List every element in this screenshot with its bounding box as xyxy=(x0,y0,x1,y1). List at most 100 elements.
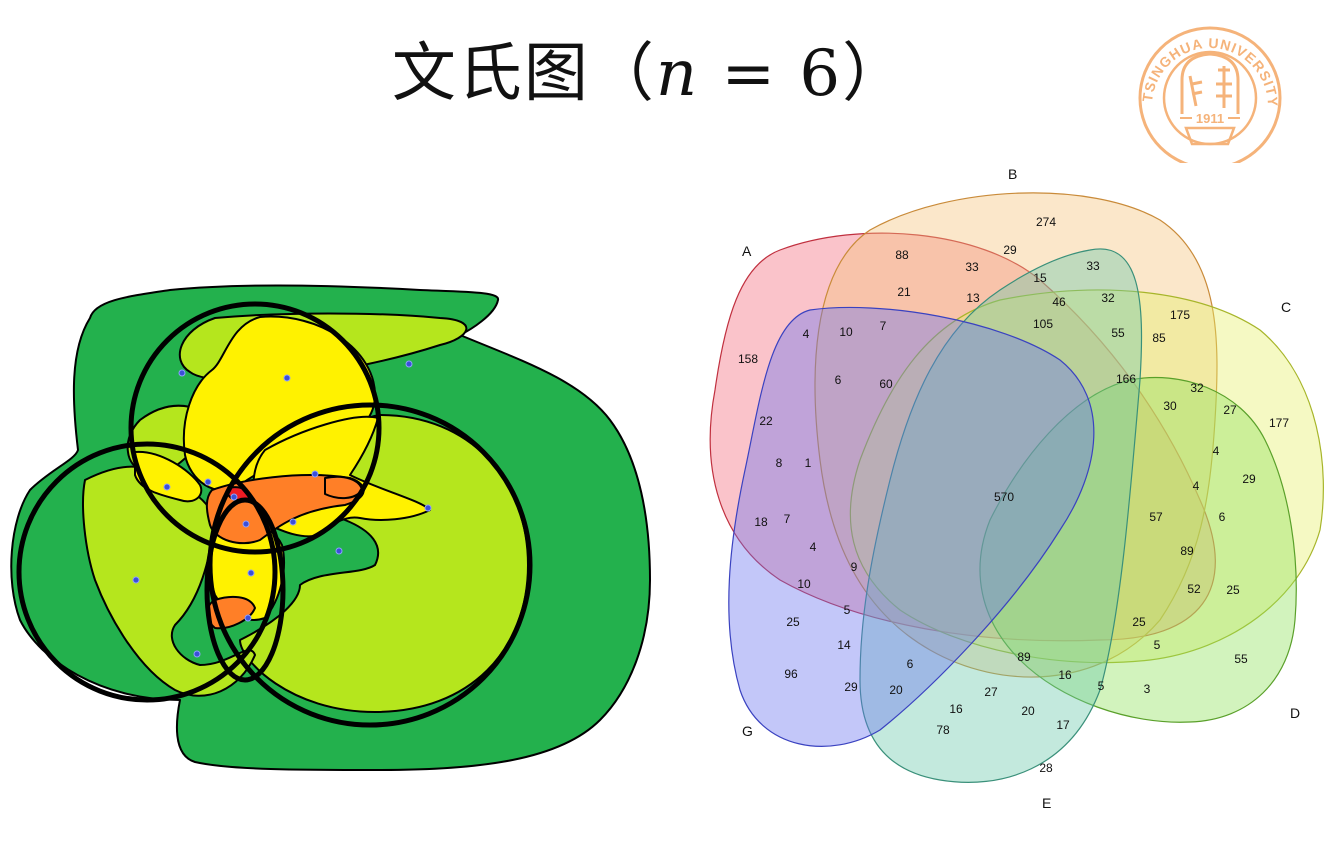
region-count: 274 xyxy=(1036,215,1056,229)
region-count: 29 xyxy=(1003,243,1017,257)
region-count: 15 xyxy=(1033,271,1047,285)
region-count: 6 xyxy=(1219,510,1226,524)
region-count: 52 xyxy=(1187,582,1201,596)
set-g-shape xyxy=(728,306,1095,747)
region-counts: 274 88 29 33 33 15 21 13 46 32 175 4 10 … xyxy=(738,215,1289,775)
set-label-a: A xyxy=(742,243,752,259)
marker-point xyxy=(335,547,343,555)
region-count: 21 xyxy=(897,285,911,299)
marker-point xyxy=(242,520,250,528)
region-count: 13 xyxy=(966,291,980,305)
region-count: 25 xyxy=(1132,615,1146,629)
region-count: 177 xyxy=(1269,416,1289,430)
region-count: 7 xyxy=(880,319,887,333)
region-count: 29 xyxy=(844,680,858,694)
region-count: 60 xyxy=(879,377,893,391)
region-count: 30 xyxy=(1163,399,1177,413)
marker-point xyxy=(204,478,212,486)
set-d-shape xyxy=(979,376,1297,723)
region-count: 20 xyxy=(1021,704,1035,718)
region-count: 1 xyxy=(805,456,812,470)
marker-point xyxy=(424,504,432,512)
region-count: 78 xyxy=(936,723,950,737)
slide-title: 文氏图（n = 6） xyxy=(0,22,1300,114)
region-count: 14 xyxy=(837,638,851,652)
logo-ring-text: TSINGHUA UNIVERSITY xyxy=(1139,35,1281,108)
marker-point xyxy=(163,483,171,491)
region-count: 46 xyxy=(1052,295,1066,309)
region-count: 4 xyxy=(1213,444,1220,458)
region-count: 22 xyxy=(759,414,773,428)
region-count: 20 xyxy=(889,683,903,697)
region-count: 7 xyxy=(784,512,791,526)
region-count: 25 xyxy=(1226,583,1240,597)
region-count: 25 xyxy=(786,615,800,629)
set-label-g: G xyxy=(742,723,753,739)
set-label-e: E xyxy=(1042,795,1051,811)
region-count: 16 xyxy=(1058,668,1072,682)
region-count: 89 xyxy=(1017,650,1031,664)
region-count: 10 xyxy=(839,325,853,339)
set-a-shape xyxy=(709,232,1216,642)
region-count: 4 xyxy=(1193,479,1200,493)
region-count: 10 xyxy=(797,577,811,591)
region-count: 6 xyxy=(835,373,842,387)
region-count: 18 xyxy=(754,515,768,529)
region-count: 88 xyxy=(895,248,909,262)
set-label-d: D xyxy=(1290,705,1300,721)
marker-point xyxy=(178,369,186,377)
region-count: 4 xyxy=(803,327,810,341)
marker-point xyxy=(193,650,201,658)
circle-top xyxy=(128,301,382,555)
circle-left xyxy=(16,441,278,703)
region-count: 570 xyxy=(994,490,1014,504)
region-count: 57 xyxy=(1149,510,1163,524)
marker-point xyxy=(244,614,252,622)
set-label-c: C xyxy=(1281,299,1291,315)
title-equation: = 6 xyxy=(699,37,843,111)
region-count: 175 xyxy=(1170,308,1190,322)
region-count: 96 xyxy=(784,667,798,681)
region-count: 33 xyxy=(965,260,979,274)
marker-point xyxy=(311,470,319,478)
region-count: 3 xyxy=(1144,682,1151,696)
region-count: 105 xyxy=(1033,317,1053,331)
title-text: 文氏图（ xyxy=(391,37,656,111)
circle-small xyxy=(204,497,286,683)
region-count: 28 xyxy=(1039,761,1053,775)
region-count: 32 xyxy=(1101,291,1115,305)
marker-point xyxy=(405,360,413,368)
region-count: 55 xyxy=(1111,326,1125,340)
set-label-b: B xyxy=(1008,166,1017,182)
region-count: 5 xyxy=(1154,638,1161,652)
marker-point xyxy=(230,493,238,501)
region-count: 4 xyxy=(810,540,817,554)
title-close: ） xyxy=(842,37,909,111)
region-count: 6 xyxy=(907,657,914,671)
region-count: 5 xyxy=(1098,679,1105,693)
region-count: 85 xyxy=(1152,331,1166,345)
set-e-shape xyxy=(859,248,1143,783)
region-count: 5 xyxy=(844,603,851,617)
bell-emblem xyxy=(1180,52,1240,114)
marker-point xyxy=(283,374,291,382)
venn-diagram-freeform xyxy=(10,284,651,771)
region-count: 29 xyxy=(1242,472,1256,486)
marker-point xyxy=(289,518,297,526)
marker-point xyxy=(247,569,255,577)
region-count: 8 xyxy=(776,456,783,470)
region-count: 17 xyxy=(1056,718,1070,732)
university-logo: TSINGHUA UNIVERSITY 1911 xyxy=(1138,26,1282,163)
region-count: 33 xyxy=(1086,259,1100,273)
title-variable: n xyxy=(655,37,700,111)
marker-point xyxy=(132,576,140,584)
region-count: 9 xyxy=(851,560,858,574)
venn-diagram-six-sets: A B C D E G 274 88 29 33 33 15 21 13 46 … xyxy=(709,166,1324,811)
region-count: 89 xyxy=(1180,544,1194,558)
region-count: 55 xyxy=(1234,652,1248,666)
set-b-shape xyxy=(814,192,1218,678)
region-count: 27 xyxy=(984,685,998,699)
region-count: 166 xyxy=(1116,372,1136,386)
region-count: 27 xyxy=(1223,403,1237,417)
logo-year: 1911 xyxy=(1196,111,1224,126)
